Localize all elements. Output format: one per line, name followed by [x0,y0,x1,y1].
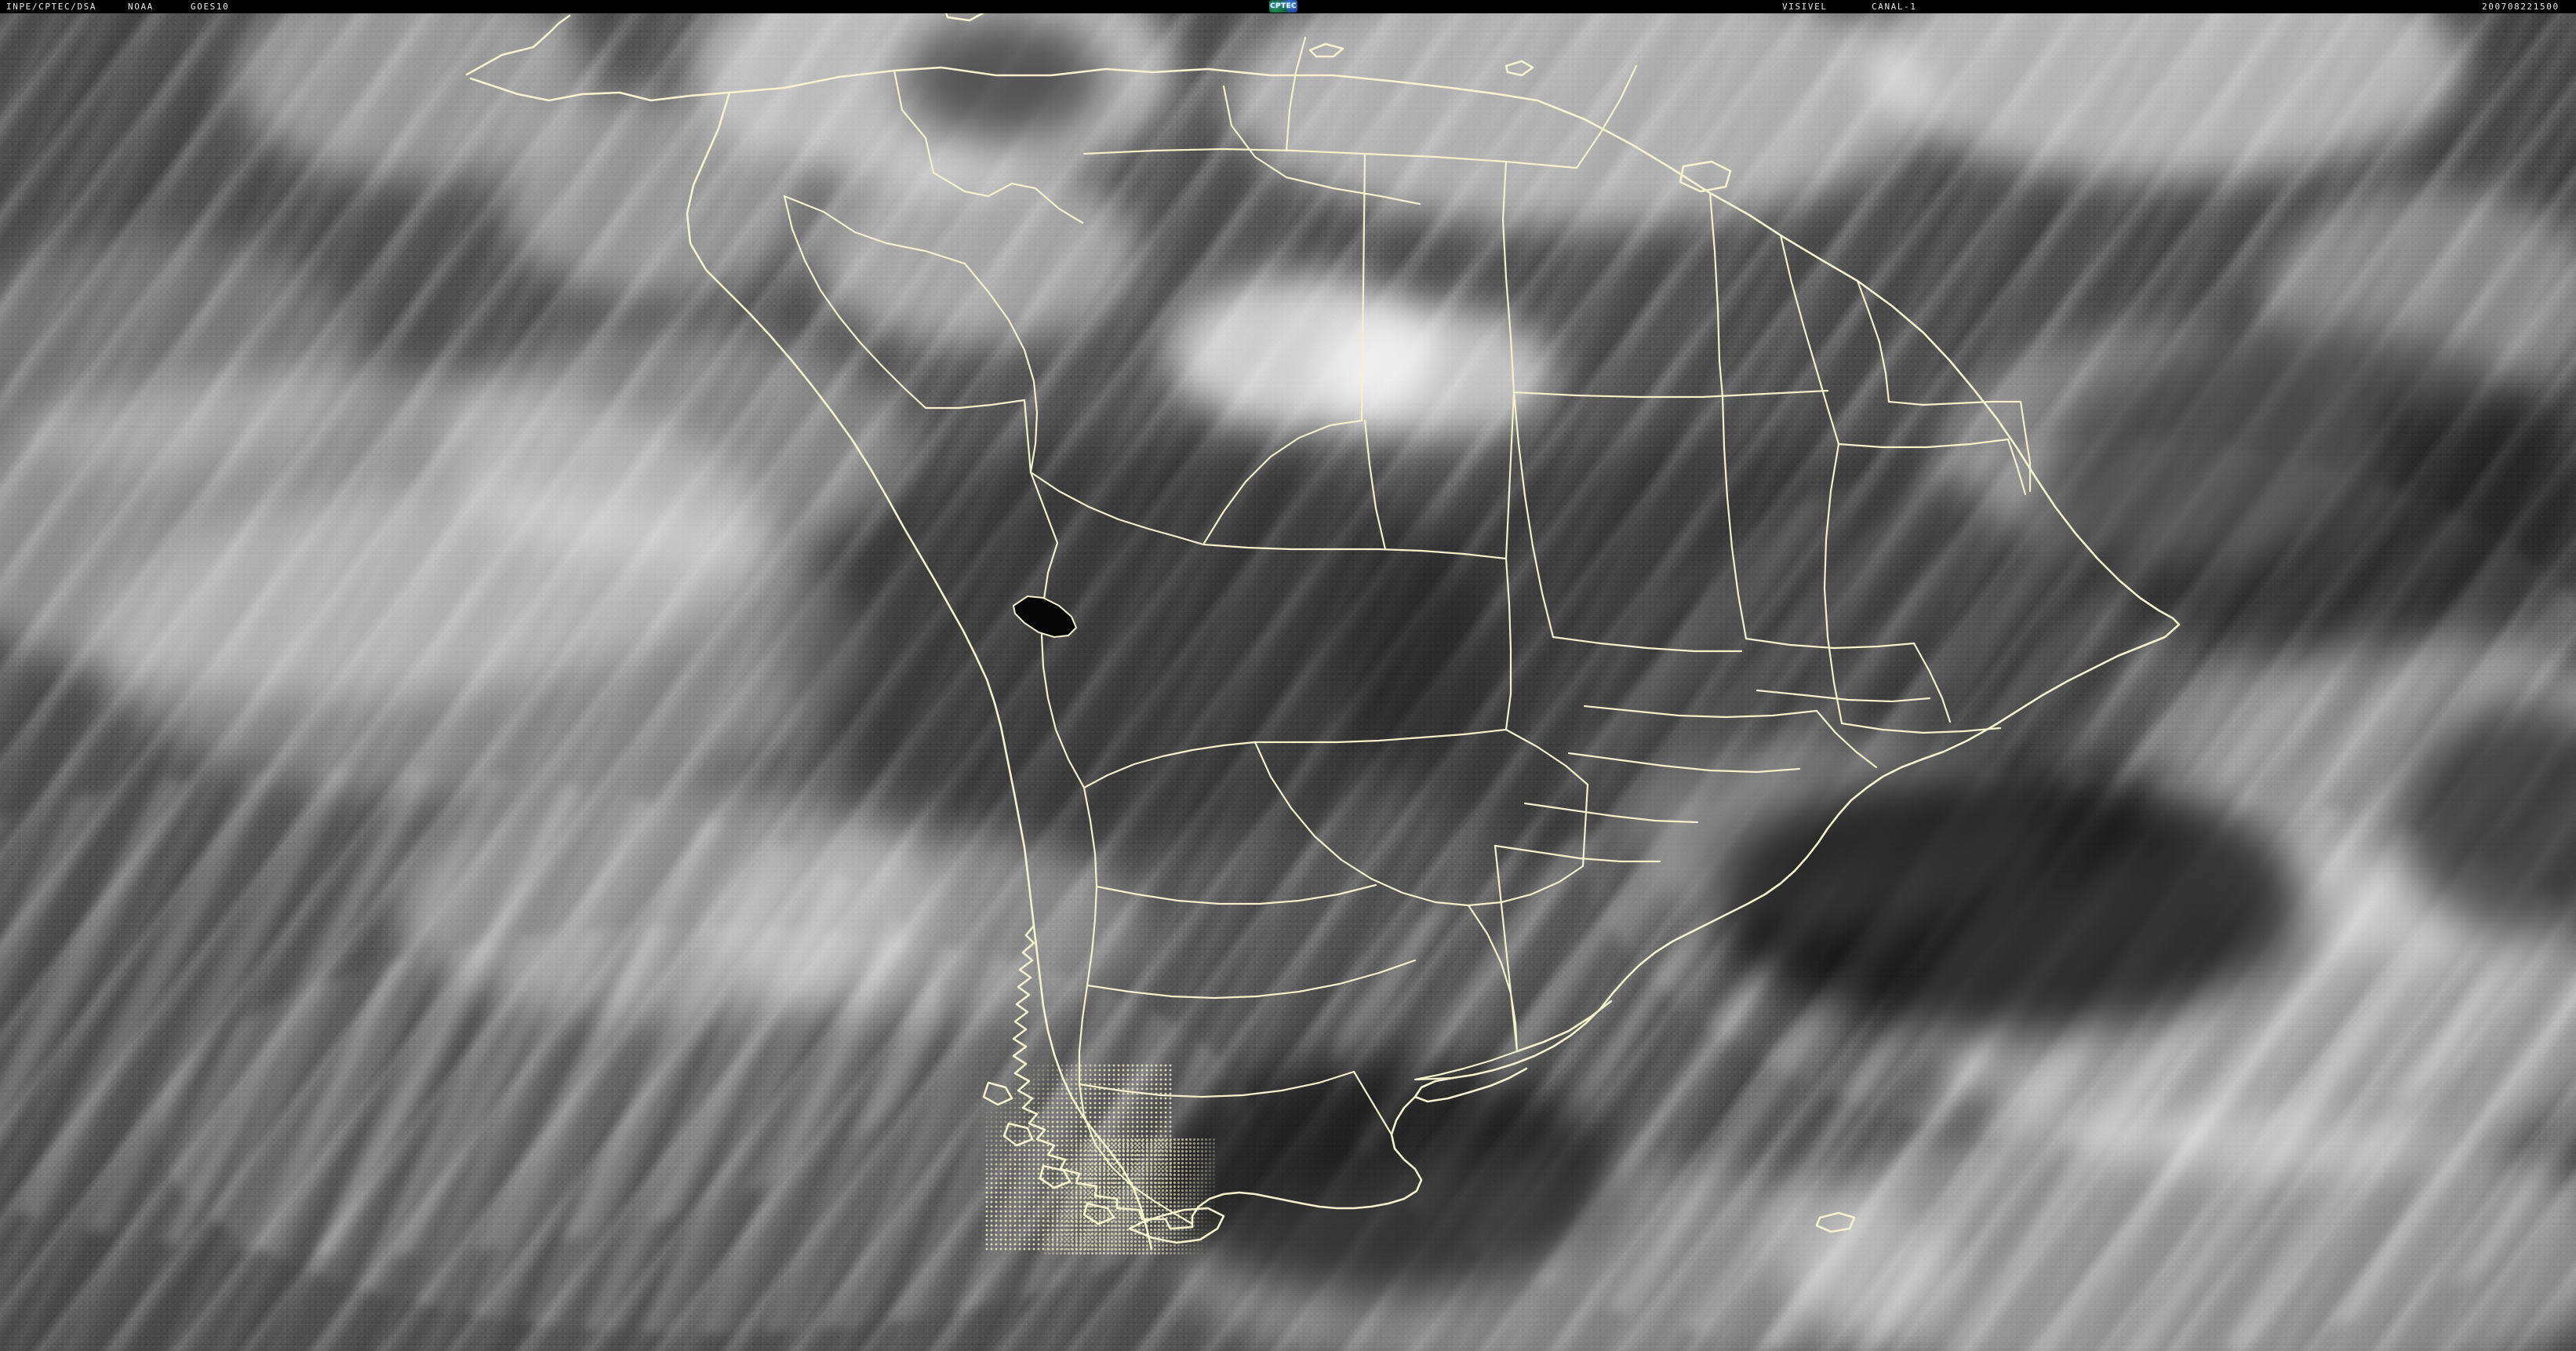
header-timestamp-label: 200708221500 [2482,2,2560,12]
header-channel-label: CANAL-1 [1872,2,1917,12]
header-satellite-label: GOES10 [191,2,230,12]
header-channel-type-label: VISIVEL [1782,2,1828,12]
cptec-logo: CPTEC [1269,0,1297,13]
cptec-logo-label: CPTEC [1269,2,1297,10]
header-agency-label: NOAA [128,2,154,12]
header-institution-label: INPE/CPTEC/DSA [6,2,97,12]
